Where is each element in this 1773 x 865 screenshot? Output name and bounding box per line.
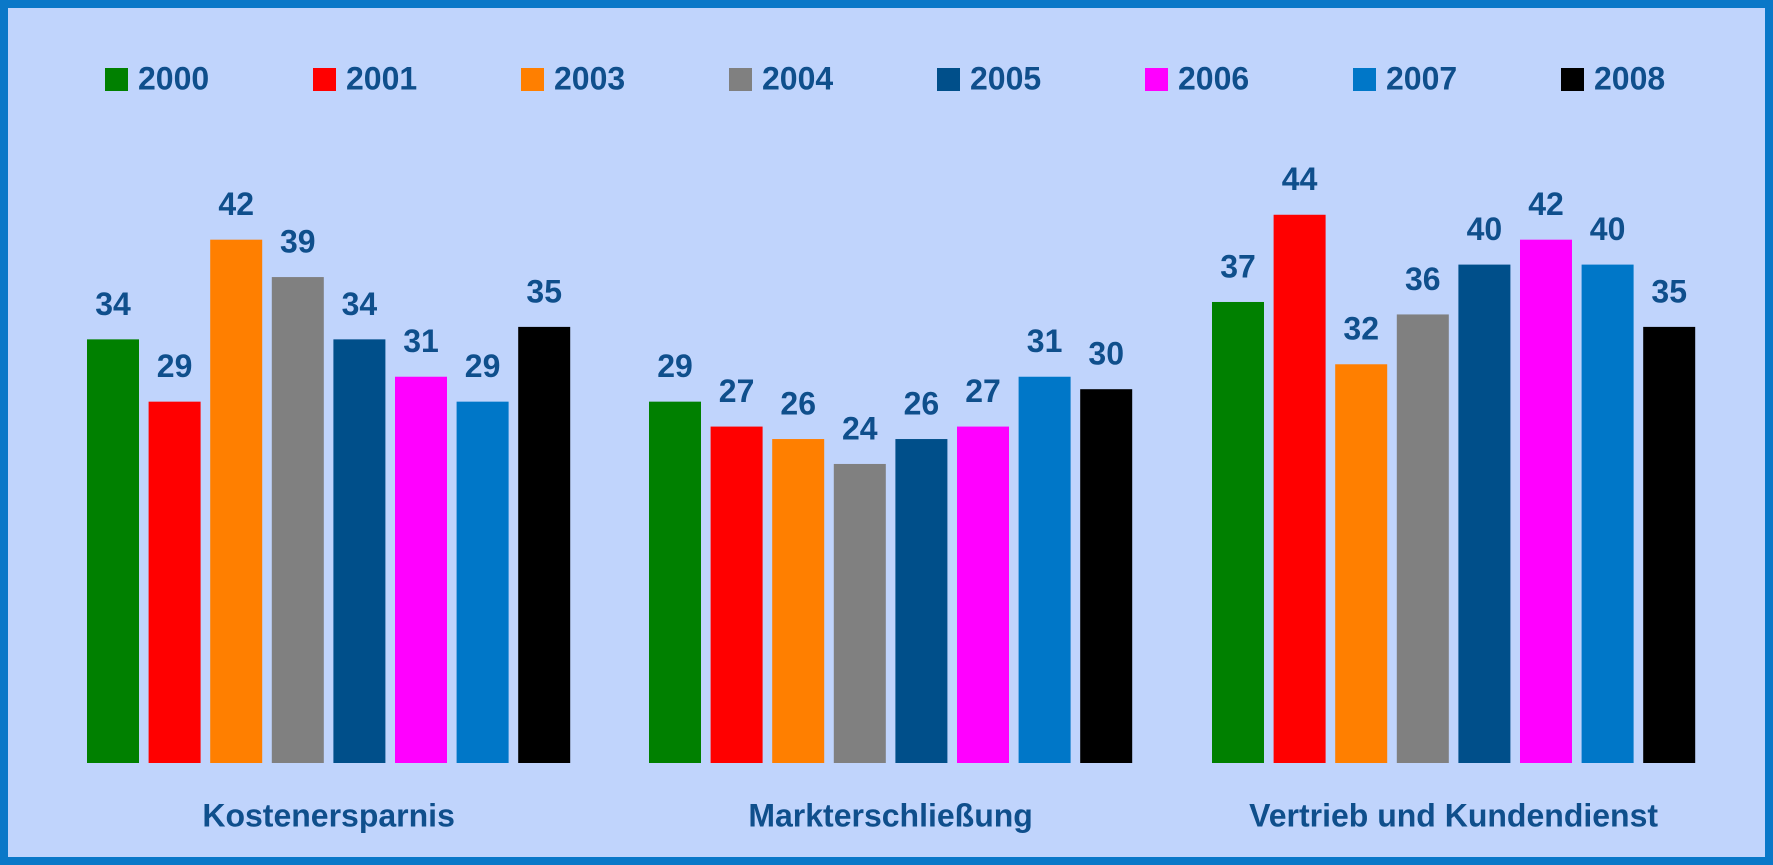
bar: [1212, 301, 1264, 763]
bar: [1018, 376, 1071, 763]
bar: [710, 426, 763, 763]
bar: [649, 401, 701, 763]
value-label: 44: [1282, 161, 1318, 197]
value-label: 40: [1467, 211, 1503, 247]
bar: [456, 401, 509, 763]
value-label: 31: [403, 323, 439, 359]
legend-swatch: [1353, 68, 1376, 91]
value-label: 26: [780, 385, 816, 421]
bar: [1520, 239, 1572, 763]
bar: [333, 339, 386, 763]
legend-swatch: [1561, 68, 1584, 91]
value-label: 31: [1027, 323, 1063, 359]
value-label: 35: [526, 273, 562, 309]
value-label: 32: [1343, 311, 1379, 347]
value-label: 34: [95, 286, 131, 322]
legend-label: 2000: [138, 60, 209, 96]
bar: [1273, 214, 1326, 763]
legend-label: 2008: [1594, 60, 1665, 96]
bar: [1643, 326, 1696, 763]
bar: [210, 239, 263, 763]
legend-label: 2001: [346, 60, 417, 96]
value-label: 35: [1651, 273, 1687, 309]
value-label: 27: [719, 373, 755, 409]
bar: [395, 376, 447, 763]
bar: [1396, 314, 1449, 763]
legend-swatch: [729, 68, 752, 91]
legend-label: 2006: [1178, 60, 1249, 96]
value-label: 42: [218, 186, 254, 222]
bar: [148, 401, 201, 763]
bar: [772, 439, 825, 763]
bar: [87, 339, 139, 763]
bar: [271, 277, 324, 763]
bar: [1458, 264, 1511, 763]
value-label: 40: [1590, 211, 1626, 247]
value-label: 29: [465, 348, 501, 384]
category-label: Markterschließung: [748, 797, 1033, 833]
bar: [1335, 364, 1388, 763]
legend-label: 2003: [554, 60, 625, 96]
value-label: 30: [1088, 336, 1124, 372]
bar: [957, 426, 1009, 763]
value-label: 37: [1220, 248, 1256, 284]
legend-label: 2007: [1386, 60, 1457, 96]
category-label: Vertrieb und Kundendienst: [1249, 797, 1658, 833]
legend-swatch: [521, 68, 544, 91]
bar: [518, 326, 571, 763]
category-label: Kostenersparnis: [202, 797, 455, 833]
legend-swatch: [937, 68, 960, 91]
bar: [895, 439, 948, 763]
legend-label: 2005: [970, 60, 1041, 96]
bar: [1581, 264, 1634, 763]
value-label: 26: [904, 385, 940, 421]
value-label: 34: [342, 286, 378, 322]
legend-swatch: [313, 68, 336, 91]
legend-swatch: [1145, 68, 1168, 91]
value-label: 29: [657, 348, 693, 384]
value-label: 36: [1405, 261, 1441, 297]
legend-swatch: [105, 68, 128, 91]
bar: [1080, 389, 1133, 763]
value-label: 39: [280, 224, 316, 260]
value-label: 42: [1528, 186, 1564, 222]
bar: [833, 463, 886, 763]
legend-label: 2004: [762, 60, 833, 96]
value-label: 29: [157, 348, 193, 384]
value-label: 27: [965, 373, 1001, 409]
value-label: 24: [842, 410, 878, 446]
